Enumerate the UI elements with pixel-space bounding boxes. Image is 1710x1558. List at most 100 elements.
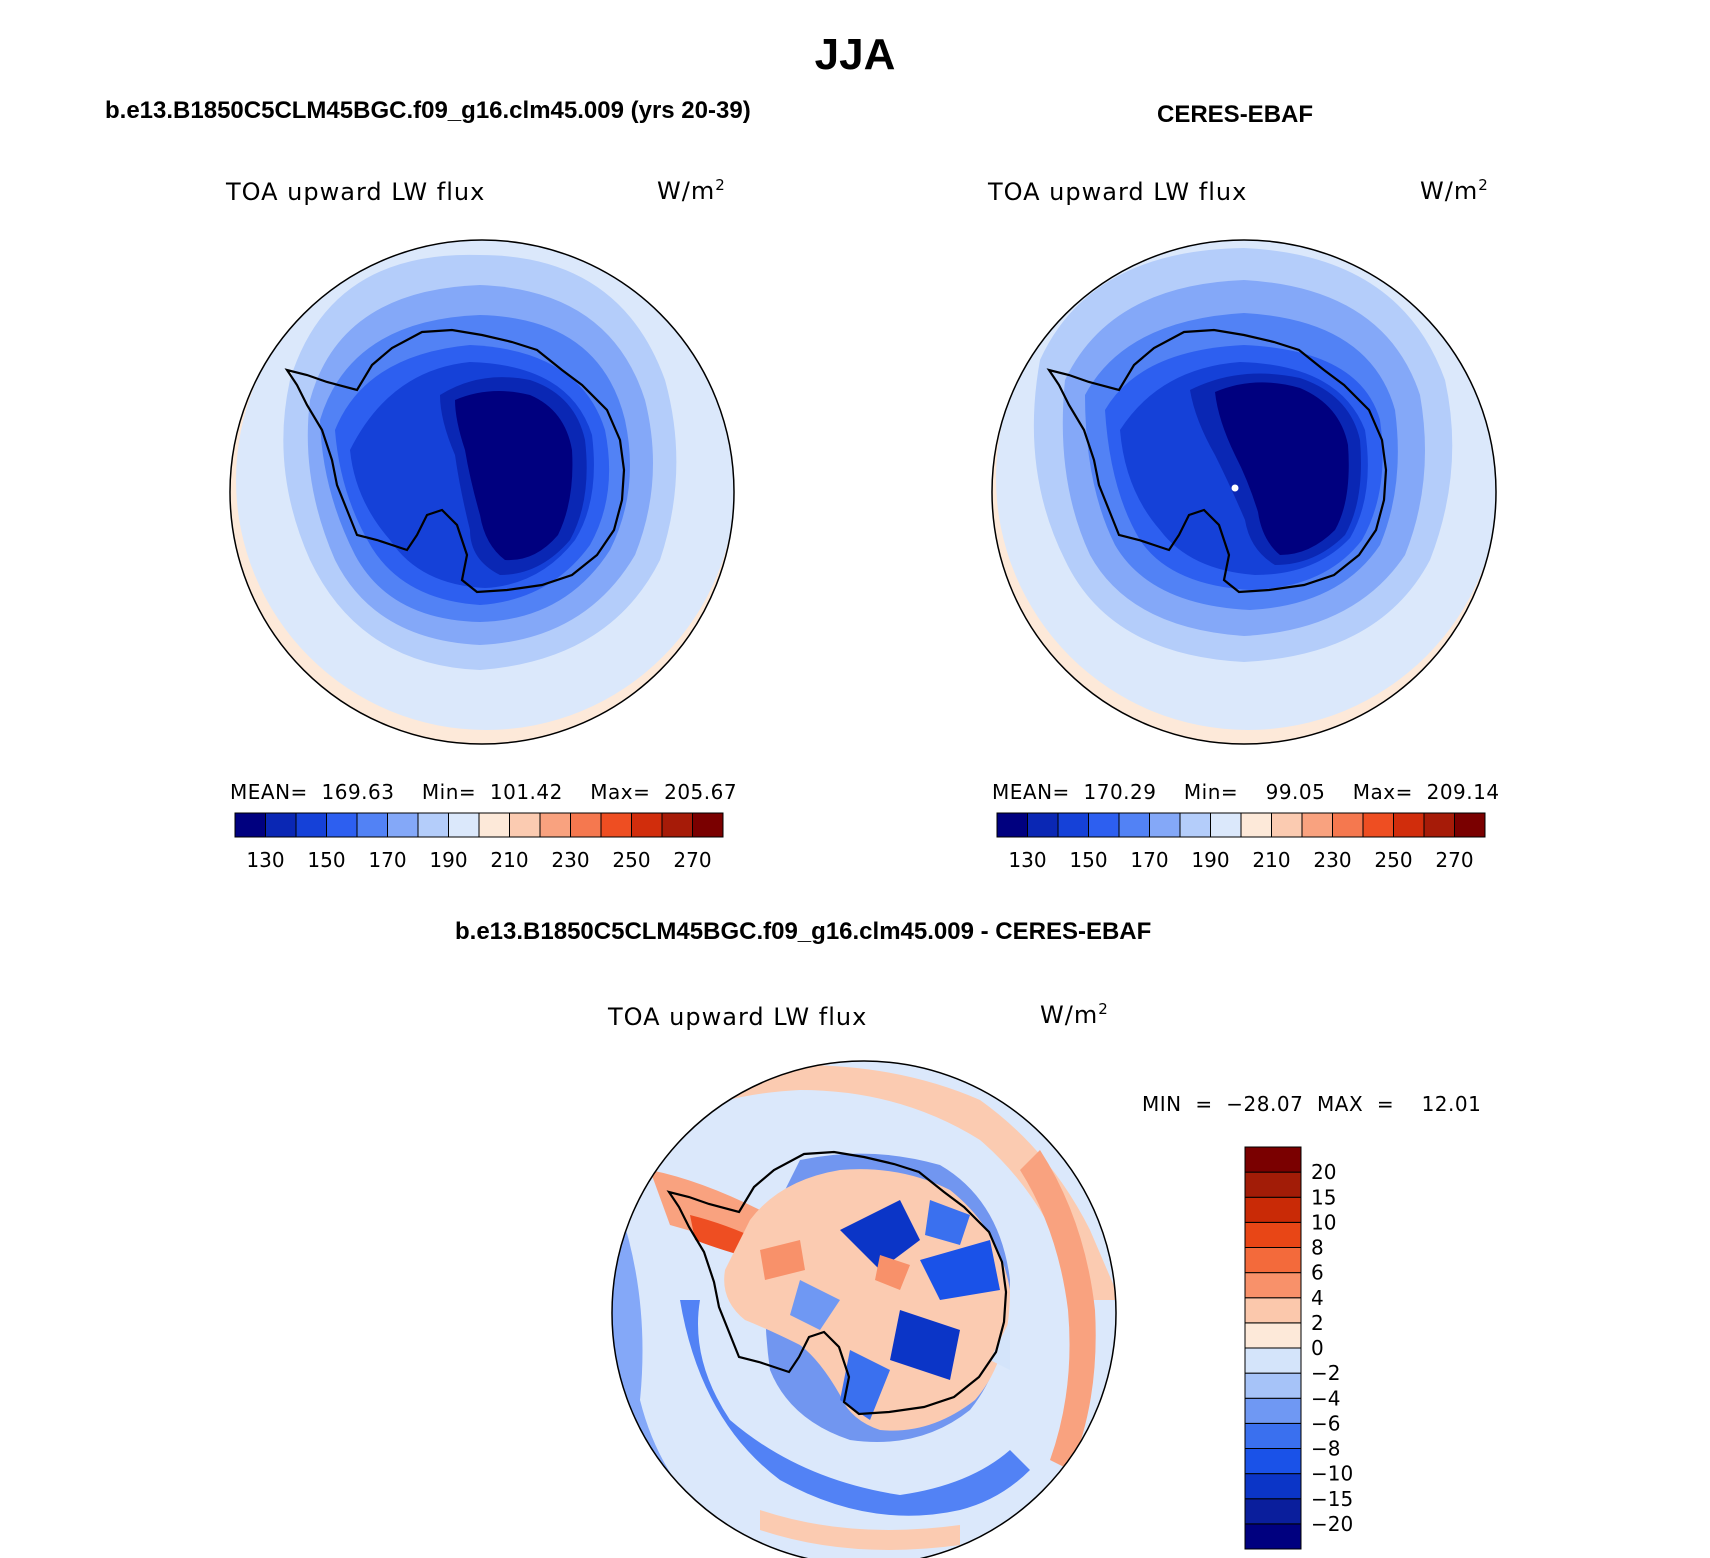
colorbar-box xyxy=(1244,1523,1302,1550)
colorbar-box xyxy=(996,812,1028,838)
colorbar-box xyxy=(1027,812,1059,838)
colorbar-tick-label: 170 xyxy=(1130,848,1168,872)
diff-panel-title: b.e13.B1850C5CLM45BGC.f09_g16.clm45.009 … xyxy=(455,918,1152,945)
diff-variable-label: TOA upward LW flux xyxy=(608,1003,868,1031)
colorbar-tick-label: 15 xyxy=(1311,1185,1336,1209)
colorbar-tick-label: −4 xyxy=(1311,1386,1340,1410)
colorbar-tick-label: 130 xyxy=(1008,848,1046,872)
diff-map-border xyxy=(611,1060,1117,1558)
colorbar-box xyxy=(661,812,693,838)
colorbar-tick-label: 2 xyxy=(1311,1311,1324,1335)
colorbar-box xyxy=(1454,812,1486,838)
colorbar-tick-label: 8 xyxy=(1311,1236,1324,1260)
colorbar-tick-label: 230 xyxy=(1313,848,1351,872)
model-map-border xyxy=(229,239,735,745)
colorbar-box xyxy=(356,812,388,838)
model-variable-label: TOA upward LW flux xyxy=(226,178,486,206)
colorbar-tick-label: 150 xyxy=(1069,848,1107,872)
colorbar-box xyxy=(1244,1322,1302,1349)
colorbar-box xyxy=(1301,812,1333,838)
obs-variable-label: TOA upward LW flux xyxy=(988,178,1248,206)
colorbar-box xyxy=(1393,812,1425,838)
colorbar-box xyxy=(1244,1473,1302,1500)
colorbar-box xyxy=(1088,812,1120,838)
colorbar-box xyxy=(1210,812,1242,838)
colorbar-tick-label: 0 xyxy=(1311,1336,1324,1360)
colorbar-box xyxy=(1244,1347,1302,1374)
colorbar-box xyxy=(1149,812,1181,838)
colorbar-box xyxy=(417,812,449,838)
colorbar-box xyxy=(448,812,480,838)
colorbar-box xyxy=(631,812,663,838)
colorbar-tick-label: −15 xyxy=(1311,1487,1353,1511)
colorbar-tick-label: 250 xyxy=(612,848,650,872)
colorbar-box xyxy=(1244,1221,1302,1248)
colorbar-box xyxy=(1179,812,1211,838)
colorbar-tick-label: 130 xyxy=(246,848,284,872)
colorbar-box xyxy=(1244,1498,1302,1525)
colorbar-box xyxy=(478,812,510,838)
colorbar-tick-label: 6 xyxy=(1311,1261,1324,1285)
colorbar-tick-label: 190 xyxy=(1191,848,1229,872)
obs-map-border xyxy=(991,239,1497,745)
colorbar-tick-label: 4 xyxy=(1311,1286,1324,1310)
obs-map xyxy=(992,240,1496,744)
main-title: JJA xyxy=(814,30,896,79)
obs-stats: MEAN= 170.29 Min= 99.05 Max= 209.14 xyxy=(992,780,1500,804)
colorbar-tick-label: −10 xyxy=(1311,1462,1353,1486)
obs-colorbar: 130 150 170 190 210 230 250 270 xyxy=(996,812,1486,872)
colorbar-box xyxy=(1244,1397,1302,1424)
colorbar-box xyxy=(1244,1146,1302,1173)
colorbar-box xyxy=(1271,812,1303,838)
colorbar-tick-label: −2 xyxy=(1311,1361,1340,1385)
model-colorbar: 130 150 170 190 210 230 250 270 xyxy=(234,812,724,872)
colorbar-box xyxy=(1244,1171,1302,1198)
obs-units-label: W/m2 xyxy=(1420,176,1489,205)
colorbar-box xyxy=(387,812,419,838)
obs-panel-title: CERES-EBAF xyxy=(1157,101,1314,128)
colorbar-tick-label: 170 xyxy=(368,848,406,872)
colorbar-box xyxy=(1244,1247,1302,1274)
colorbar-box xyxy=(234,812,266,838)
diff-units-label: W/m2 xyxy=(1040,1000,1109,1029)
colorbar-box xyxy=(326,812,358,838)
diff-map xyxy=(612,1061,1116,1558)
colorbar-box xyxy=(1244,1372,1302,1399)
colorbar-box xyxy=(600,812,632,838)
model-panel-title: b.e13.B1850C5CLM45BGC.f09_g16.clm45.009 … xyxy=(105,97,751,124)
colorbar-box xyxy=(1244,1422,1302,1449)
diff-stats: MIN = −28.07 MAX = 12.01 xyxy=(1142,1092,1482,1116)
colorbar-tick-label: −8 xyxy=(1311,1437,1340,1461)
colorbar-tick-label: 150 xyxy=(307,848,345,872)
colorbar-tick-label: 230 xyxy=(551,848,589,872)
colorbar-tick-label: −6 xyxy=(1311,1411,1340,1435)
colorbar-box xyxy=(1240,812,1272,838)
colorbar-tick-label: 190 xyxy=(429,848,467,872)
colorbar-tick-label: 20 xyxy=(1311,1160,1336,1184)
colorbar-box xyxy=(1244,1196,1302,1223)
colorbar-tick-label: 270 xyxy=(1435,848,1473,872)
colorbar-tick-label: 210 xyxy=(490,848,528,872)
model-stats: MEAN= 169.63 Min= 101.42 Max= 205.67 xyxy=(230,780,738,804)
colorbar-box xyxy=(265,812,297,838)
colorbar-box xyxy=(539,812,571,838)
colorbar-box xyxy=(1332,812,1364,838)
colorbar-tick-label: 210 xyxy=(1252,848,1290,872)
colorbar-box xyxy=(1423,812,1455,838)
model-units-label: W/m2 xyxy=(657,176,726,205)
colorbar-tick-label: 250 xyxy=(1374,848,1412,872)
colorbar-box xyxy=(1057,812,1089,838)
colorbar-box xyxy=(1118,812,1150,838)
colorbar-tick-label: 270 xyxy=(673,848,711,872)
colorbar-box xyxy=(692,812,724,838)
colorbar-box xyxy=(295,812,327,838)
model-map xyxy=(230,240,734,744)
colorbar-tick-label: 10 xyxy=(1311,1210,1336,1234)
colorbar-box xyxy=(570,812,602,838)
colorbar-box xyxy=(1362,812,1394,838)
colorbar-box xyxy=(1244,1448,1302,1475)
colorbar-tick-label: −20 xyxy=(1311,1512,1353,1536)
colorbar-box xyxy=(1244,1272,1302,1299)
